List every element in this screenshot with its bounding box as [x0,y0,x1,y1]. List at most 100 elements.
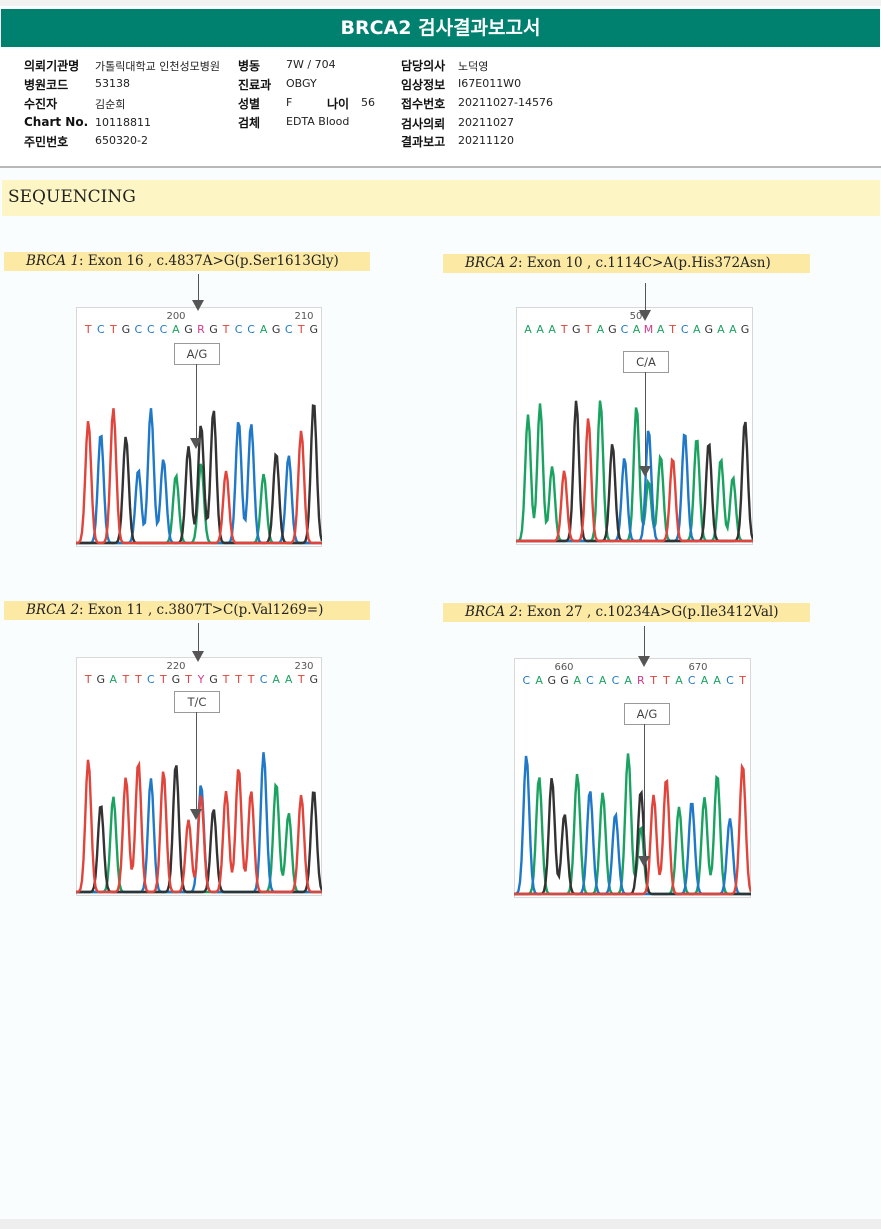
base-call: A [524,323,532,336]
base-call: G [560,674,569,687]
base-call: A [713,674,721,687]
base-call: A [657,323,665,336]
base-call: A [260,323,268,336]
down-arrow-icon [639,466,651,477]
base-call: T [234,673,242,686]
gene-name: BRCA 2 [26,602,80,618]
down-arrow-icon [639,310,651,321]
base-call: C [235,323,243,336]
base-call: A [624,674,632,687]
position-number: 200 [166,311,185,322]
position-number: 660 [554,662,573,673]
base-call: T [738,674,746,687]
base-call: A [675,674,683,687]
base-call: A [536,323,544,336]
base-call: G [705,323,714,336]
specimen-value: EDTA Blood [286,115,350,128]
code-label: 병원코드 [24,78,69,92]
down-arrow-icon [638,656,650,667]
base-call: A [729,323,737,336]
base-call: A [172,323,180,336]
base-call: C [285,323,293,336]
id-value: 650320-2 [95,134,148,147]
ward-label: 병동 [238,59,261,73]
base-call: A [285,673,293,686]
base-call: G [97,673,106,686]
base-call: T [297,323,305,336]
base-call: G [209,323,218,336]
doctor-label: 담당의사 [401,59,446,73]
base-call: G [122,323,131,336]
pointer-line [196,712,197,811]
base-call: C [135,323,143,336]
pointer-line [645,372,646,468]
clinical-value: I67E011W0 [458,77,522,90]
chromatogram-svg: 50A A A T G T A G C A M A T C A G A A G [516,307,753,545]
ward-value: 7W / 704 [286,58,336,71]
down-arrow-icon [190,809,202,820]
code-value: 53138 [95,77,130,90]
pointer-line [198,274,199,301]
base-call: T [121,673,129,686]
base-call: C [147,673,155,686]
trace-G [76,404,322,545]
base-call: A [272,673,280,686]
down-arrow-icon [192,651,204,662]
report-label: 결과보고 [401,135,446,149]
base-call: C [688,674,696,687]
request-label: 검사의뢰 [401,117,446,131]
accession-value: 20211027-14576 [458,96,553,109]
doctor-value: 노덕영 [458,60,489,73]
pointer-line [645,283,646,311]
base-call: T [109,323,117,336]
base-call: M [644,323,654,336]
chart-value: 10118811 [95,116,151,129]
base-call: T [222,323,230,336]
chart-label: Chart No. [24,115,89,129]
base-call: T [649,674,657,687]
base-call: G [209,673,218,686]
variant-detail: : Exon 16 , c.4837A>G(p.Ser1613Gly) [79,253,339,269]
report-title: BRCA2 검사결과보고서 [1,9,880,47]
base-call: G [172,673,181,686]
variant-label: BRCA 2: Exon 27 , c.10234A>G(p.Ile3412Va… [443,603,810,622]
patient-label: 수진자 [24,97,58,111]
position-number: 230 [294,661,313,672]
variant-detail: : Exon 10 , c.1114C>A(p.His372Asn) [518,255,771,271]
base-call: T [84,323,92,336]
trace-T [516,418,753,543]
position-number: 50 [630,311,643,322]
base-call: G [572,323,581,336]
id-label: 주민번호 [24,135,69,149]
pointer-line [196,364,197,440]
genotype-callout: T/C [174,691,220,713]
base-call: C [247,323,255,336]
sequencing-header: SEQUENCING [2,180,880,216]
genotype-callout: A/G [624,703,670,725]
gene-name: BRCA 2 [465,255,519,271]
base-call: T [159,673,167,686]
base-call: A [693,323,701,336]
gene-name: BRCA 1 [26,253,80,269]
base-call: C [260,673,268,686]
accession-label: 접수번호 [401,97,446,111]
base-call: A [573,674,581,687]
base-call: C [586,674,594,687]
base-call: T [184,673,192,686]
patient-info-block: 의뢰기관명 가톨릭대학교 인천성모병원 병동 7W / 704 담당의사 노덕영… [0,50,881,168]
base-call: A [110,673,118,686]
panel-frame [516,307,753,545]
genotype-callout: C/A [623,351,669,373]
panel-frame [514,658,751,898]
age-label: 나이 [327,97,350,111]
sex-value: F [286,96,293,109]
base-call: C [612,674,620,687]
variant-label: BRCA 2: Exon 10 , c.1114C>A(p.His372Asn) [443,254,810,273]
request-value: 20211027 [458,116,514,129]
clinical-label: 임상정보 [401,78,446,92]
base-call: C [523,674,531,687]
down-arrow-icon [638,856,650,867]
base-call: G [741,323,750,336]
